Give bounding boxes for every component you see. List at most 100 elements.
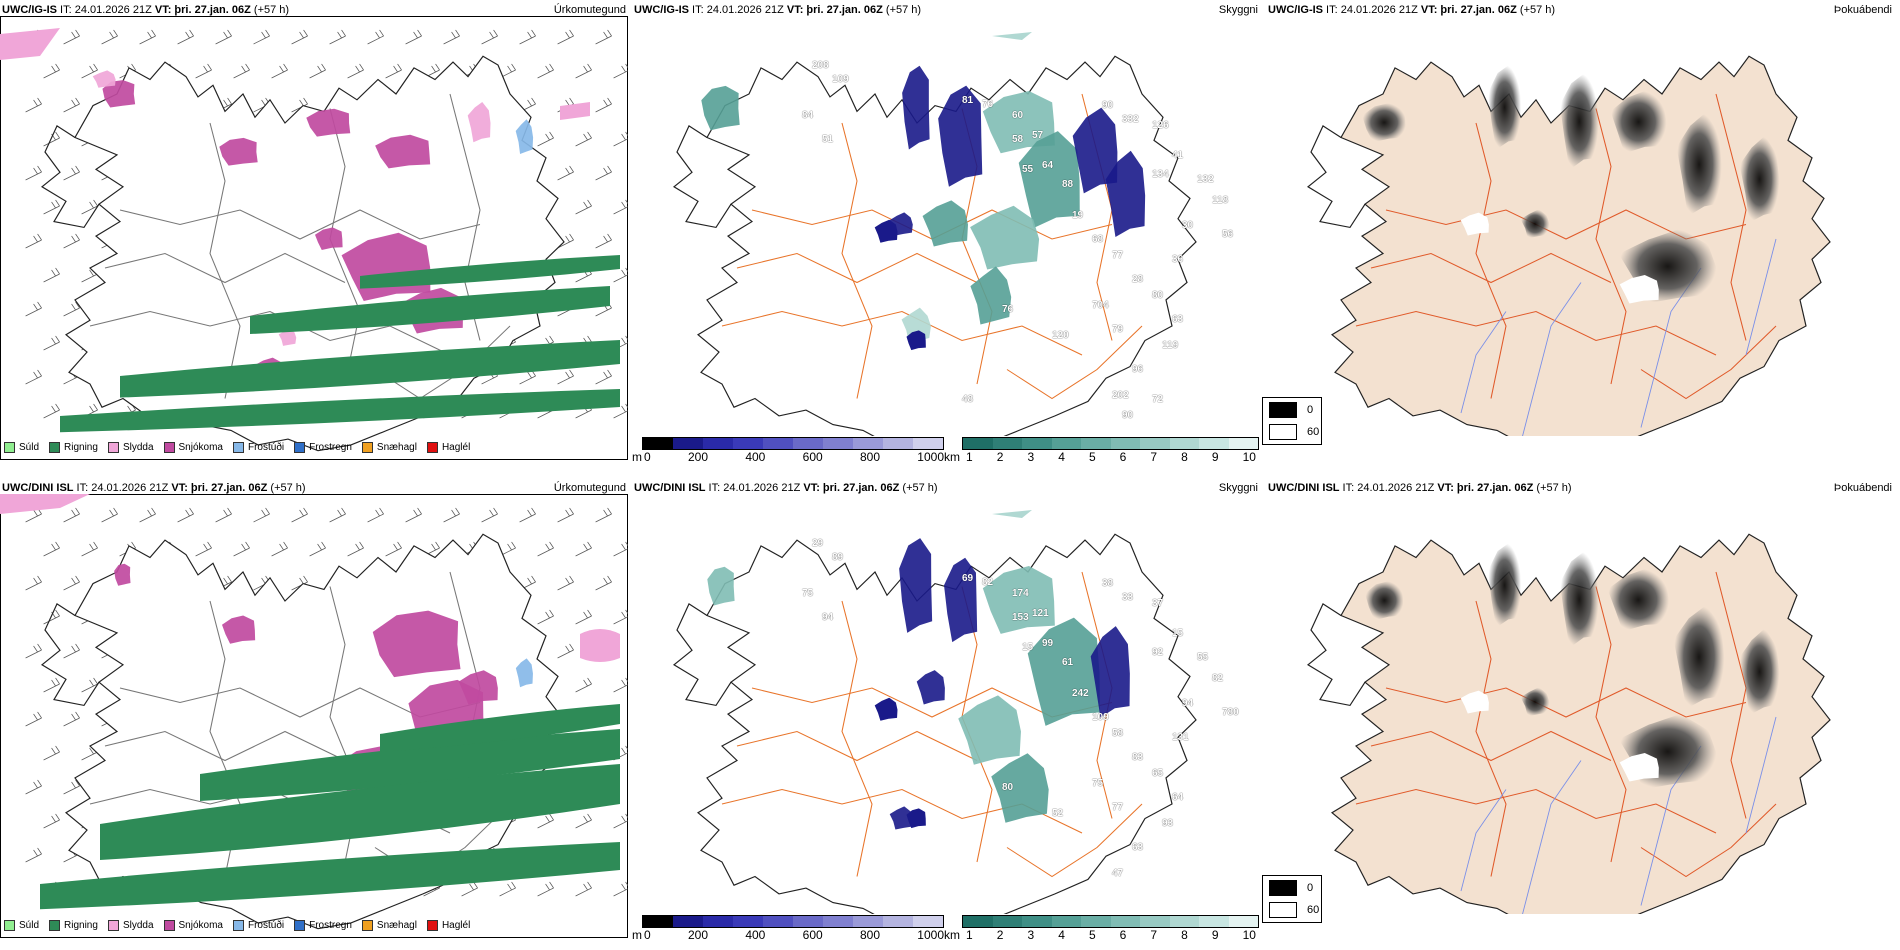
rain-band [60, 389, 620, 433]
low-visibility-area [982, 90, 1055, 154]
visibility-value-label: 134 [1152, 169, 1169, 180]
low-visibility-area [922, 200, 968, 247]
wind-barb [519, 507, 536, 523]
legend-swatch [294, 919, 306, 931]
precip-area [306, 108, 351, 137]
visibility-value-label: 19 [1072, 210, 1084, 221]
colorbar-step [1169, 438, 1199, 449]
precip-area [222, 615, 256, 644]
visibility-value-label: 80 [1152, 290, 1164, 301]
legend-label: Frostúði [247, 441, 285, 453]
legend-item: Rigning [49, 441, 98, 453]
colorbar-step [992, 916, 1022, 927]
low-visibility-area [958, 695, 1021, 765]
visibility-value-label: 60 [1012, 110, 1024, 121]
road-line [1370, 252, 1612, 284]
road-line [104, 252, 346, 284]
legend-swatch [361, 441, 373, 453]
wind-barb [613, 813, 628, 829]
colorbar-step [823, 916, 853, 927]
ceiling-tick: 400 [745, 928, 766, 942]
visibility-colorbar [962, 915, 1259, 928]
legend-label: Snjókoma [178, 919, 223, 931]
visibility-map [672, 32, 1197, 436]
legend-swatch [361, 919, 373, 931]
visibility-tick: 7 [1150, 928, 1158, 942]
legend-label: Haglél [441, 441, 471, 453]
wind-barb [519, 29, 536, 45]
wind-barb [63, 301, 80, 317]
low-ceiling-area [906, 330, 926, 351]
colorbar-step [1228, 916, 1258, 927]
road-line [1595, 586, 1627, 863]
model-name: UWC/IG-IS [2, 4, 57, 16]
river-line [1460, 789, 1507, 892]
wind-barb [575, 199, 592, 215]
legend-label: Snjókoma [178, 441, 223, 453]
fog-legend-swatch [1269, 880, 1297, 896]
visibility-tick: 8 [1181, 450, 1188, 464]
colorbar-step [703, 916, 733, 927]
visibility-value-label: 332 [1122, 114, 1139, 125]
road-line [89, 310, 451, 356]
visibility-value-label: 77 [1112, 250, 1124, 261]
ceiling-unit: m [632, 928, 642, 942]
legend-label: Frostúði [247, 919, 285, 931]
ceiling-tick: 200 [687, 928, 709, 942]
wind-barb [25, 165, 42, 181]
visibility-value-label: 63 [1172, 314, 1184, 325]
low-visibility-area [701, 85, 740, 131]
fog-legend-item: 60 [1269, 424, 1319, 440]
fog-area [1559, 73, 1599, 170]
rain-bands [60, 255, 620, 433]
road-line [721, 310, 1083, 356]
wind-barb [557, 507, 574, 523]
precip-area [467, 101, 491, 143]
colorbar-step [703, 438, 733, 449]
wind-barb [499, 881, 516, 897]
ceiling-tick: 600 [802, 450, 823, 464]
ceiling-colorbar [642, 437, 944, 450]
visibility-value-label: 96 [1132, 364, 1144, 375]
visibility-area [992, 510, 1032, 518]
valid-time: VT: þri. 27.jan. 06Z [171, 482, 268, 494]
wind-barb [367, 507, 384, 523]
visibility-value-label: 68 [1092, 234, 1104, 245]
fog-legend: 0 60 [1262, 397, 1322, 445]
wind-barb [613, 267, 628, 283]
legend-swatch [163, 441, 175, 453]
wind-barb [557, 29, 574, 45]
wind-barb [557, 575, 574, 591]
ceiling-colorbar [642, 915, 944, 928]
wind-barb [101, 29, 118, 45]
iceland-map [672, 55, 1197, 436]
wind-barb [595, 165, 612, 181]
visibility-tick: 2 [996, 928, 1004, 942]
rain-band [40, 842, 620, 910]
visibility-value-label: 61 [1062, 657, 1074, 668]
wind-barb [595, 369, 612, 385]
visibility-value-label: 99 [1042, 638, 1054, 649]
legend-item: Snæhagl [361, 441, 417, 453]
visibility-value-label: 82 [982, 577, 994, 588]
visibility-tick: 9 [1211, 450, 1219, 464]
colorbar-step [823, 438, 853, 449]
model-name: UWC/IG-IS [1268, 4, 1323, 16]
legend-item: Slydda [107, 441, 154, 453]
visibility-value-label: 131 [1172, 732, 1189, 743]
colorbar-step [673, 438, 703, 449]
wind-barb [25, 643, 42, 659]
wind-barb [63, 711, 80, 727]
visibility-value-label: 51 [822, 134, 834, 145]
precip-legend: Súld Rigning Slydda Snjókoma Frostúði Frostre… [4, 436, 470, 458]
wind-barb [557, 233, 574, 249]
wind-barb [63, 29, 80, 45]
valid-time: VT: þri. 27.jan. 06Z [154, 4, 251, 16]
road-line [104, 730, 346, 762]
road-line [1475, 600, 1507, 877]
ceiling-ticks: 0 200 400 600 800 1000 [644, 928, 944, 942]
wind-barb [215, 29, 232, 45]
glacier-area [1460, 690, 1489, 714]
wind-barb [613, 199, 628, 215]
precip-area [315, 227, 343, 251]
